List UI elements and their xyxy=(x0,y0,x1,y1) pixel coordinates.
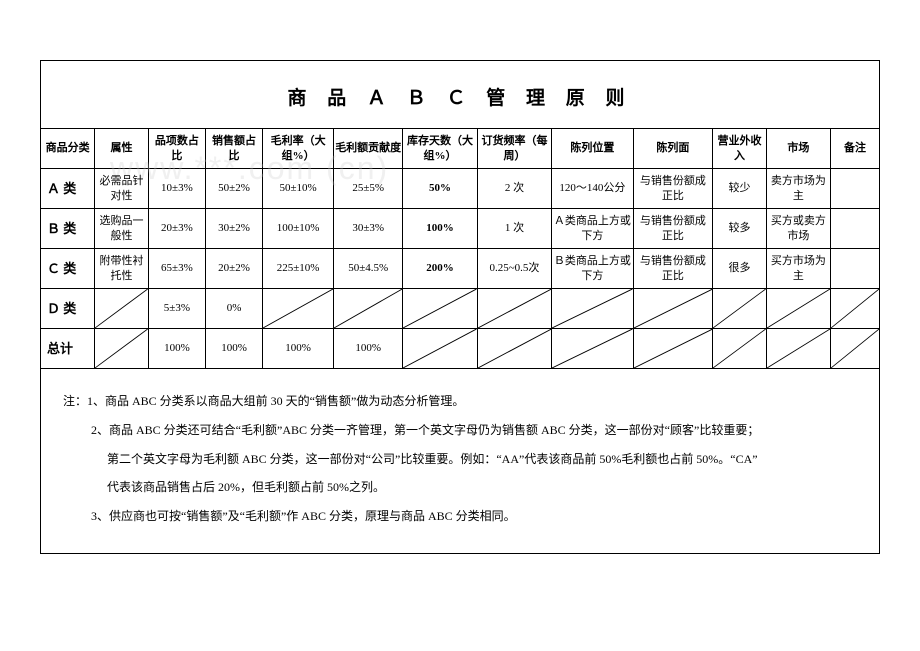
cell: 20±3% xyxy=(148,209,205,249)
note-line: 第二个英文字母为毛利额 ABC 分类，这一部份对“公司”比较重要。例如：“AA”… xyxy=(63,445,857,474)
cell xyxy=(403,289,477,329)
cell: 1 次 xyxy=(477,209,551,249)
row-label: Ｂ 类 xyxy=(41,209,95,249)
cell: 5±3% xyxy=(148,289,205,329)
cell xyxy=(830,329,879,369)
cell: 很多 xyxy=(713,249,767,289)
cell xyxy=(830,289,879,329)
cell xyxy=(403,329,477,369)
row-label: Ａ 类 xyxy=(41,169,95,209)
cell: 25±5% xyxy=(334,169,403,209)
cell: 必需品针对性 xyxy=(95,169,149,209)
th: 陈列位置 xyxy=(552,129,633,169)
cell: 较少 xyxy=(713,169,767,209)
cell: 100% xyxy=(334,329,403,369)
cell: 30±3% xyxy=(334,209,403,249)
cell xyxy=(633,329,713,369)
th: 市场 xyxy=(766,129,830,169)
cell: 买方市场为主 xyxy=(766,249,830,289)
cell: 50±10% xyxy=(263,169,334,209)
cell: 卖方市场为主 xyxy=(766,169,830,209)
th: 备注 xyxy=(830,129,879,169)
cell: 与销售份额成正比 xyxy=(633,209,713,249)
th: 销售额占比 xyxy=(205,129,262,169)
note-line: 注：1、商品 ABC 分类系以商品大组前 30 天的“销售额”做为动态分析管理。 xyxy=(63,387,857,416)
cell xyxy=(477,329,551,369)
cell xyxy=(477,289,551,329)
th: 库存天数（大组%） xyxy=(403,129,477,169)
cell: 100% xyxy=(403,209,477,249)
document-frame: 商 品 Ａ Ｂ Ｃ 管 理 原 则 商品分类 属性 品项数占比 销售额占比 毛利… xyxy=(40,60,880,554)
th: 毛利率（大组%） xyxy=(263,129,334,169)
th: 陈列面 xyxy=(633,129,713,169)
cell: 50±4.5% xyxy=(334,249,403,289)
row-label: Ｃ 类 xyxy=(41,249,95,289)
page-title: 商 品 Ａ Ｂ Ｃ 管 理 原 则 xyxy=(41,61,879,128)
table-row: Ａ 类必需品针对性10±3%50±2%50±10%25±5%50%2 次120～… xyxy=(41,169,879,209)
cell xyxy=(633,289,713,329)
cell xyxy=(263,289,334,329)
cell: Ａ类商品上方或下方 xyxy=(552,209,633,249)
th: 属性 xyxy=(95,129,149,169)
row-label: 总计 xyxy=(41,329,95,369)
cell xyxy=(334,289,403,329)
cell: 10±3% xyxy=(148,169,205,209)
cell: 20±2% xyxy=(205,249,262,289)
cell xyxy=(766,289,830,329)
cell xyxy=(766,329,830,369)
cell xyxy=(95,329,149,369)
th: 营业外收入 xyxy=(713,129,767,169)
cell: 较多 xyxy=(713,209,767,249)
cell: 225±10% xyxy=(263,249,334,289)
cell: Ｂ类商品上方或下方 xyxy=(552,249,633,289)
cell: 65±3% xyxy=(148,249,205,289)
cell: 100% xyxy=(205,329,262,369)
abc-table: 商品分类 属性 品项数占比 销售额占比 毛利率（大组%） 毛利额贡献度 库存天数… xyxy=(41,128,879,369)
cell: 0.25~0.5次 xyxy=(477,249,551,289)
cell xyxy=(830,249,879,289)
table-row: Ｃ 类附带性衬托性65±3%20±2%225±10%50±4.5%200%0.2… xyxy=(41,249,879,289)
cell: 50% xyxy=(403,169,477,209)
cell: 附带性衬托性 xyxy=(95,249,149,289)
row-label: Ｄ 类 xyxy=(41,289,95,329)
table-row: 总计100%100%100%100% xyxy=(41,329,879,369)
cell xyxy=(830,169,879,209)
cell: 2 次 xyxy=(477,169,551,209)
cell xyxy=(830,209,879,249)
cell: 50±2% xyxy=(205,169,262,209)
cell: 200% xyxy=(403,249,477,289)
cell: 100% xyxy=(148,329,205,369)
cell: 120～140公分 xyxy=(552,169,633,209)
cell xyxy=(713,329,767,369)
cell: 选购品一般性 xyxy=(95,209,149,249)
note-line: 代表该商品销售占后 20%，但毛利额占前 50%之列。 xyxy=(63,473,857,502)
table-header-row: 商品分类 属性 品项数占比 销售额占比 毛利率（大组%） 毛利额贡献度 库存天数… xyxy=(41,129,879,169)
note-line: 3、供应商也可按“销售额”及“毛利额”作 ABC 分类，原理与商品 ABC 分类… xyxy=(63,502,857,531)
cell: 与销售份额成正比 xyxy=(633,249,713,289)
notes-block: 注：1、商品 ABC 分类系以商品大组前 30 天的“销售额”做为动态分析管理。… xyxy=(41,369,879,553)
cell: 100% xyxy=(263,329,334,369)
cell: 买方或卖方市场 xyxy=(766,209,830,249)
cell: 100±10% xyxy=(263,209,334,249)
cell: 30±2% xyxy=(205,209,262,249)
table-row: Ｄ 类 5±3%0% xyxy=(41,289,879,329)
cell xyxy=(552,329,633,369)
th: 商品分类 xyxy=(41,129,95,169)
cell xyxy=(552,289,633,329)
cell: 与销售份额成正比 xyxy=(633,169,713,209)
cell xyxy=(95,289,149,329)
cell xyxy=(713,289,767,329)
th: 品项数占比 xyxy=(148,129,205,169)
th: 订货频率（每周） xyxy=(477,129,551,169)
cell: 0% xyxy=(205,289,262,329)
note-line: 2、商品 ABC 分类还可结合“毛利额”ABC 分类一齐管理，第一个英文字母仍为… xyxy=(63,416,857,445)
table-row: Ｂ 类选购品一般性20±3%30±2%100±10%30±3%100%1 次Ａ类… xyxy=(41,209,879,249)
th: 毛利额贡献度 xyxy=(334,129,403,169)
